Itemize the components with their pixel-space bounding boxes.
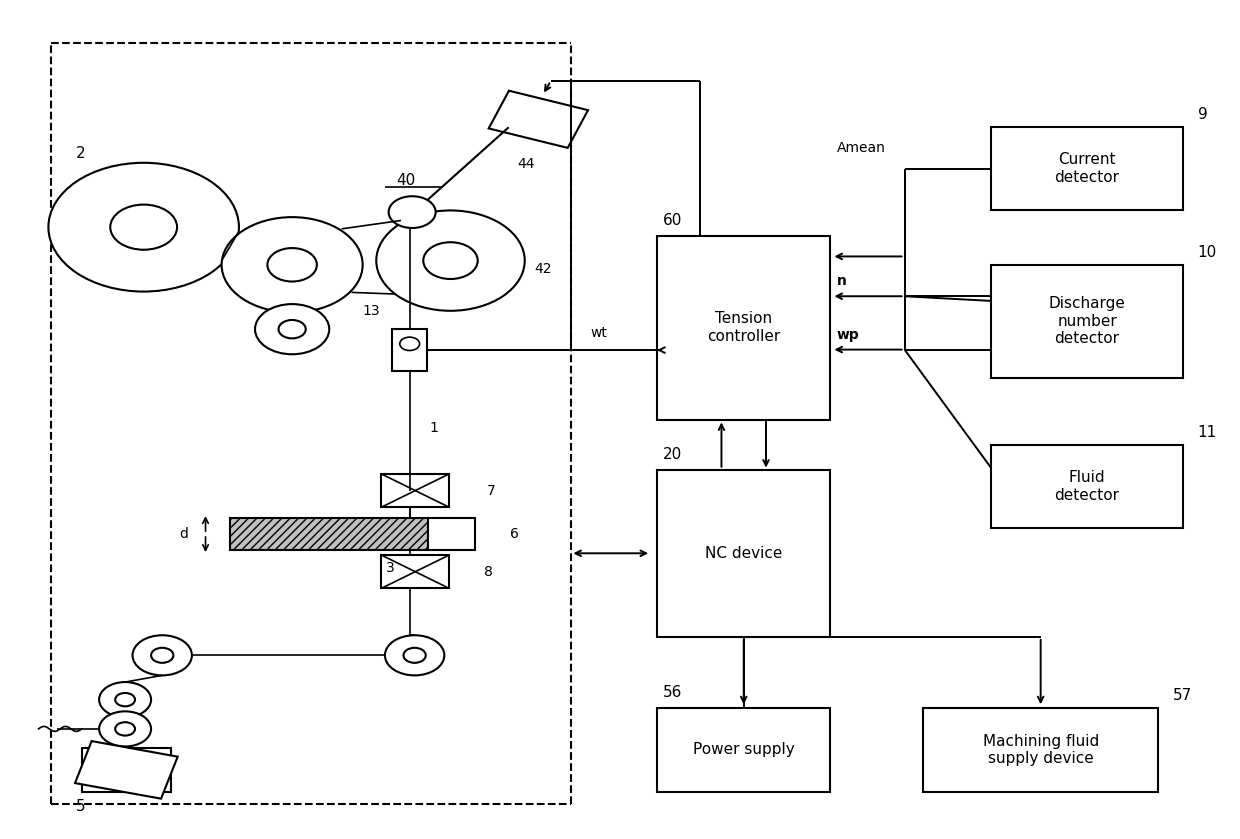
Text: 56: 56 bbox=[663, 685, 683, 701]
Text: 57: 57 bbox=[1173, 688, 1193, 703]
Text: 2: 2 bbox=[76, 146, 86, 161]
Text: Discharge
number
detector: Discharge number detector bbox=[1049, 296, 1126, 347]
Bar bbox=[657, 470, 831, 637]
Text: wp: wp bbox=[837, 327, 859, 341]
Bar bbox=[82, 748, 171, 792]
Circle shape bbox=[133, 635, 192, 675]
Circle shape bbox=[48, 163, 239, 292]
Circle shape bbox=[399, 337, 419, 351]
Text: 11: 11 bbox=[1198, 425, 1216, 440]
Text: 1: 1 bbox=[429, 421, 439, 435]
Bar bbox=[657, 236, 831, 420]
Text: 6: 6 bbox=[510, 527, 518, 541]
Circle shape bbox=[99, 711, 151, 747]
Bar bbox=[923, 708, 1158, 792]
Circle shape bbox=[110, 205, 177, 250]
Circle shape bbox=[222, 217, 362, 312]
Text: NC device: NC device bbox=[706, 546, 782, 560]
Text: 7: 7 bbox=[486, 483, 495, 498]
Bar bbox=[991, 265, 1183, 378]
Text: 40: 40 bbox=[397, 173, 415, 188]
Circle shape bbox=[151, 648, 174, 663]
Text: 9: 9 bbox=[1198, 107, 1208, 122]
Text: 3: 3 bbox=[386, 561, 394, 576]
Bar bbox=[657, 708, 831, 792]
Text: n: n bbox=[837, 274, 847, 288]
FancyBboxPatch shape bbox=[489, 91, 588, 148]
Text: d: d bbox=[179, 527, 187, 541]
Text: wt: wt bbox=[590, 326, 608, 341]
Circle shape bbox=[255, 304, 330, 354]
Text: 8: 8 bbox=[484, 565, 492, 579]
Circle shape bbox=[268, 248, 317, 282]
Circle shape bbox=[279, 320, 306, 338]
Circle shape bbox=[115, 693, 135, 706]
Text: Tension
controller: Tension controller bbox=[707, 311, 780, 344]
Circle shape bbox=[388, 196, 435, 228]
Text: 5: 5 bbox=[76, 800, 86, 814]
Bar bbox=[392, 329, 427, 371]
FancyBboxPatch shape bbox=[74, 741, 177, 799]
Text: 13: 13 bbox=[362, 304, 379, 318]
Text: 42: 42 bbox=[534, 262, 552, 276]
Text: 60: 60 bbox=[663, 213, 683, 228]
Bar bbox=[381, 555, 449, 588]
Circle shape bbox=[423, 242, 477, 279]
Circle shape bbox=[99, 682, 151, 717]
Text: Amean: Amean bbox=[837, 141, 887, 154]
Bar bbox=[991, 445, 1183, 529]
Bar bbox=[991, 127, 1183, 211]
Bar bbox=[231, 519, 428, 550]
Text: 20: 20 bbox=[663, 447, 682, 462]
Circle shape bbox=[403, 648, 425, 663]
Circle shape bbox=[384, 635, 444, 675]
Circle shape bbox=[376, 211, 525, 310]
Text: Power supply: Power supply bbox=[693, 743, 795, 758]
Text: 44: 44 bbox=[517, 158, 534, 171]
Text: 10: 10 bbox=[1198, 245, 1216, 260]
Bar bbox=[428, 519, 475, 550]
Circle shape bbox=[115, 722, 135, 736]
Text: Machining fluid
supply device: Machining fluid supply device bbox=[982, 733, 1099, 766]
Text: Current
detector: Current detector bbox=[1054, 153, 1120, 185]
Bar bbox=[381, 474, 449, 508]
Text: Fluid
detector: Fluid detector bbox=[1054, 470, 1120, 503]
